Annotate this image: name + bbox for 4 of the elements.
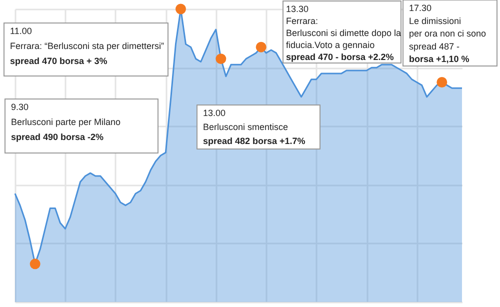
annotation: 11.00 Ferrara: “Berlusconi sta per dimettersi” spread 470 borsa + 3%	[10, 26, 164, 66]
annotation: 9.30 Berlusconi parte per Milano spread 490 borsa -2%	[11, 102, 121, 142]
annotation: 13.00 Berlusconi smentisce spread 482 borsa +1.7%	[203, 108, 306, 146]
annotation: 17.30 Le dimissioni per ora non ci sono spread 487 - borsa +1,10 %	[409, 3, 486, 64]
